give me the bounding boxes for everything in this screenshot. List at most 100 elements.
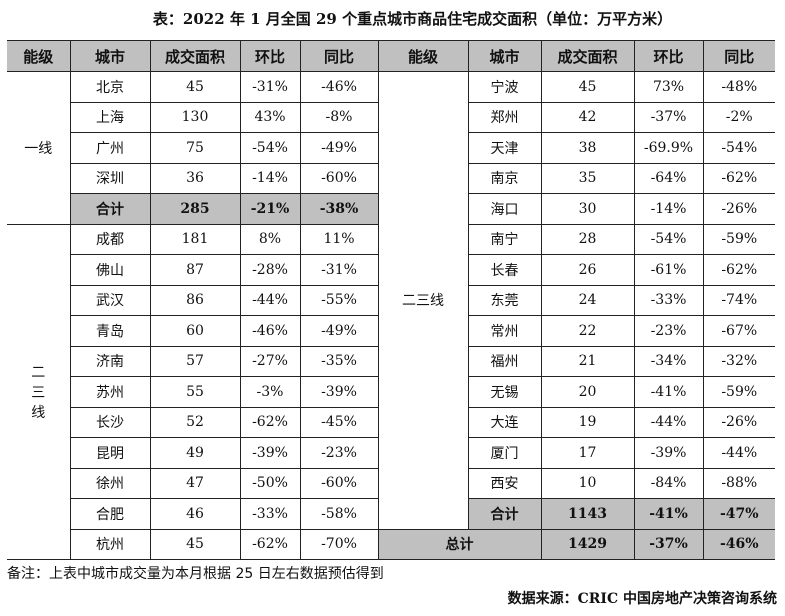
area-cell: 60: [149, 315, 241, 347]
area-cell: 38: [540, 132, 635, 164]
area-cell: 46: [149, 498, 241, 530]
mom-cell: -31%: [239, 71, 301, 103]
city-cell: 南京: [467, 162, 542, 194]
city-cell: 济南: [69, 345, 151, 377]
mom-cell: -46%: [239, 315, 301, 347]
yoy-cell: -60%: [299, 162, 379, 194]
mom-cell: 43%: [239, 101, 301, 133]
yoy-cell: -35%: [299, 345, 379, 377]
yoy-cell: -46%: [299, 71, 379, 103]
city-cell: 广州: [69, 132, 151, 164]
table-row: 苏州 55 -3% -39% 无锡 20 -41% -59%: [7, 376, 775, 408]
table-row: 徐州 47 -50% -60% 西安 10 -84% -88%: [7, 467, 775, 499]
header-mom: 环比: [633, 40, 703, 72]
mom-cell: -39%: [633, 437, 704, 469]
city-cell: 大连: [467, 406, 542, 438]
area-cell: 35: [540, 162, 635, 194]
yoy-cell: -74%: [702, 284, 775, 316]
city-cell: 厦门: [467, 437, 542, 469]
table-row: 青岛 60 -46% -49% 常州 22 -23% -67%: [7, 315, 775, 347]
yoy-cell: -2%: [702, 101, 775, 133]
mom-cell: -50%: [239, 467, 301, 499]
yoy-cell: -58%: [299, 498, 379, 530]
grand-total-mom: -37%: [633, 528, 704, 560]
mom-cell: -33%: [239, 498, 301, 530]
area-cell: 10: [540, 467, 635, 499]
city-cell: 郑州: [467, 101, 542, 133]
header-area: 成交面积: [540, 40, 634, 72]
area-cell: 130: [149, 101, 241, 133]
city-cell: 苏州: [69, 376, 151, 408]
yoy-cell: -44%: [702, 437, 775, 469]
yoy-cell: -26%: [702, 193, 775, 225]
area-cell: 87: [149, 254, 241, 286]
city-cell: 杭州: [69, 528, 151, 560]
area-cell: 49: [149, 437, 241, 469]
yoy-cell: -8%: [299, 101, 379, 133]
table-row: 广州 75 -54% -49% 天津 38 -69.9% -54%: [7, 132, 775, 164]
yoy-cell: -45%: [299, 406, 379, 438]
area-cell: 55: [149, 376, 241, 408]
area-cell: 57: [149, 345, 241, 377]
mom-cell: -44%: [239, 284, 301, 316]
area-cell: 45: [149, 528, 241, 560]
tier-label-first: 一线: [7, 71, 71, 225]
table-row: 上海 130 43% -8% 郑州 42 -37% -2%: [7, 101, 775, 133]
table-row: 合肥 46 -33% -58% 合计 1143 -41% -47%: [7, 498, 775, 530]
total-area-cell: 1143: [540, 498, 635, 530]
city-cell: 青岛: [69, 315, 151, 347]
total-city-cell: 合计: [467, 498, 542, 530]
mom-cell: -84%: [633, 467, 704, 499]
city-cell: 徐州: [69, 467, 151, 499]
mom-cell: -27%: [239, 345, 301, 377]
yoy-cell: -59%: [702, 376, 775, 408]
yoy-cell: -62%: [702, 254, 775, 286]
area-cell: 30: [540, 193, 635, 225]
table-row: 武汉 86 -44% -55% 东莞 24 -33% -74%: [7, 284, 775, 316]
mom-cell: -34%: [633, 345, 704, 377]
city-cell: 武汉: [69, 284, 151, 316]
city-cell: 天津: [467, 132, 542, 164]
tier-label-second-third: 二三线: [7, 223, 71, 560]
area-cell: 75: [149, 132, 241, 164]
mom-cell: -37%: [633, 101, 704, 133]
area-cell: 45: [540, 71, 635, 103]
yoy-cell: -67%: [702, 315, 775, 347]
mom-cell: -14%: [633, 193, 704, 225]
grand-total-yoy: -46%: [702, 528, 775, 560]
mom-cell: -41%: [633, 376, 704, 408]
mom-cell: -28%: [239, 254, 301, 286]
city-cell: 昆明: [69, 437, 151, 469]
header-tier: 能级: [7, 40, 70, 72]
footnote: 备注：上表中城市成交量为本月根据 25 日左右数据预估得到: [7, 566, 384, 582]
area-cell: 21: [540, 345, 635, 377]
mom-cell: -54%: [633, 223, 704, 255]
mom-cell: -14%: [239, 162, 301, 194]
yoy-cell: -62%: [702, 162, 775, 194]
mom-cell: -64%: [633, 162, 704, 194]
yoy-cell: -39%: [299, 376, 379, 408]
header-city: 城市: [467, 40, 541, 72]
yoy-cell: -49%: [299, 132, 379, 164]
header-mom: 环比: [239, 40, 300, 72]
header-row: 能级 城市 成交面积 环比 同比 能级 城市 成交面积 环比 同比: [7, 40, 775, 72]
total-mom-cell: -21%: [239, 193, 301, 225]
total-yoy-cell: -47%: [702, 498, 775, 530]
area-cell: 42: [540, 101, 635, 133]
data-source: 数据来源：CRIC 中国房地产决策咨询系统: [507, 591, 777, 607]
table-row: 佛山 87 -28% -31% 长春 26 -61% -62%: [7, 254, 775, 286]
total-city-cell: 合计: [69, 193, 151, 225]
mom-cell: -33%: [633, 284, 704, 316]
grand-total-area: 1429: [540, 528, 635, 560]
total-mom-cell: -41%: [633, 498, 704, 530]
area-cell: 181: [149, 223, 241, 255]
city-cell: 北京: [69, 71, 151, 103]
area-cell: 28: [540, 223, 635, 255]
area-cell: 86: [149, 284, 241, 316]
mom-cell: -3%: [239, 376, 301, 408]
yoy-cell: -23%: [299, 437, 379, 469]
header-city: 城市: [69, 40, 150, 72]
mom-cell: -23%: [633, 315, 704, 347]
city-cell: 长沙: [69, 406, 151, 438]
area-cell: 22: [540, 315, 635, 347]
